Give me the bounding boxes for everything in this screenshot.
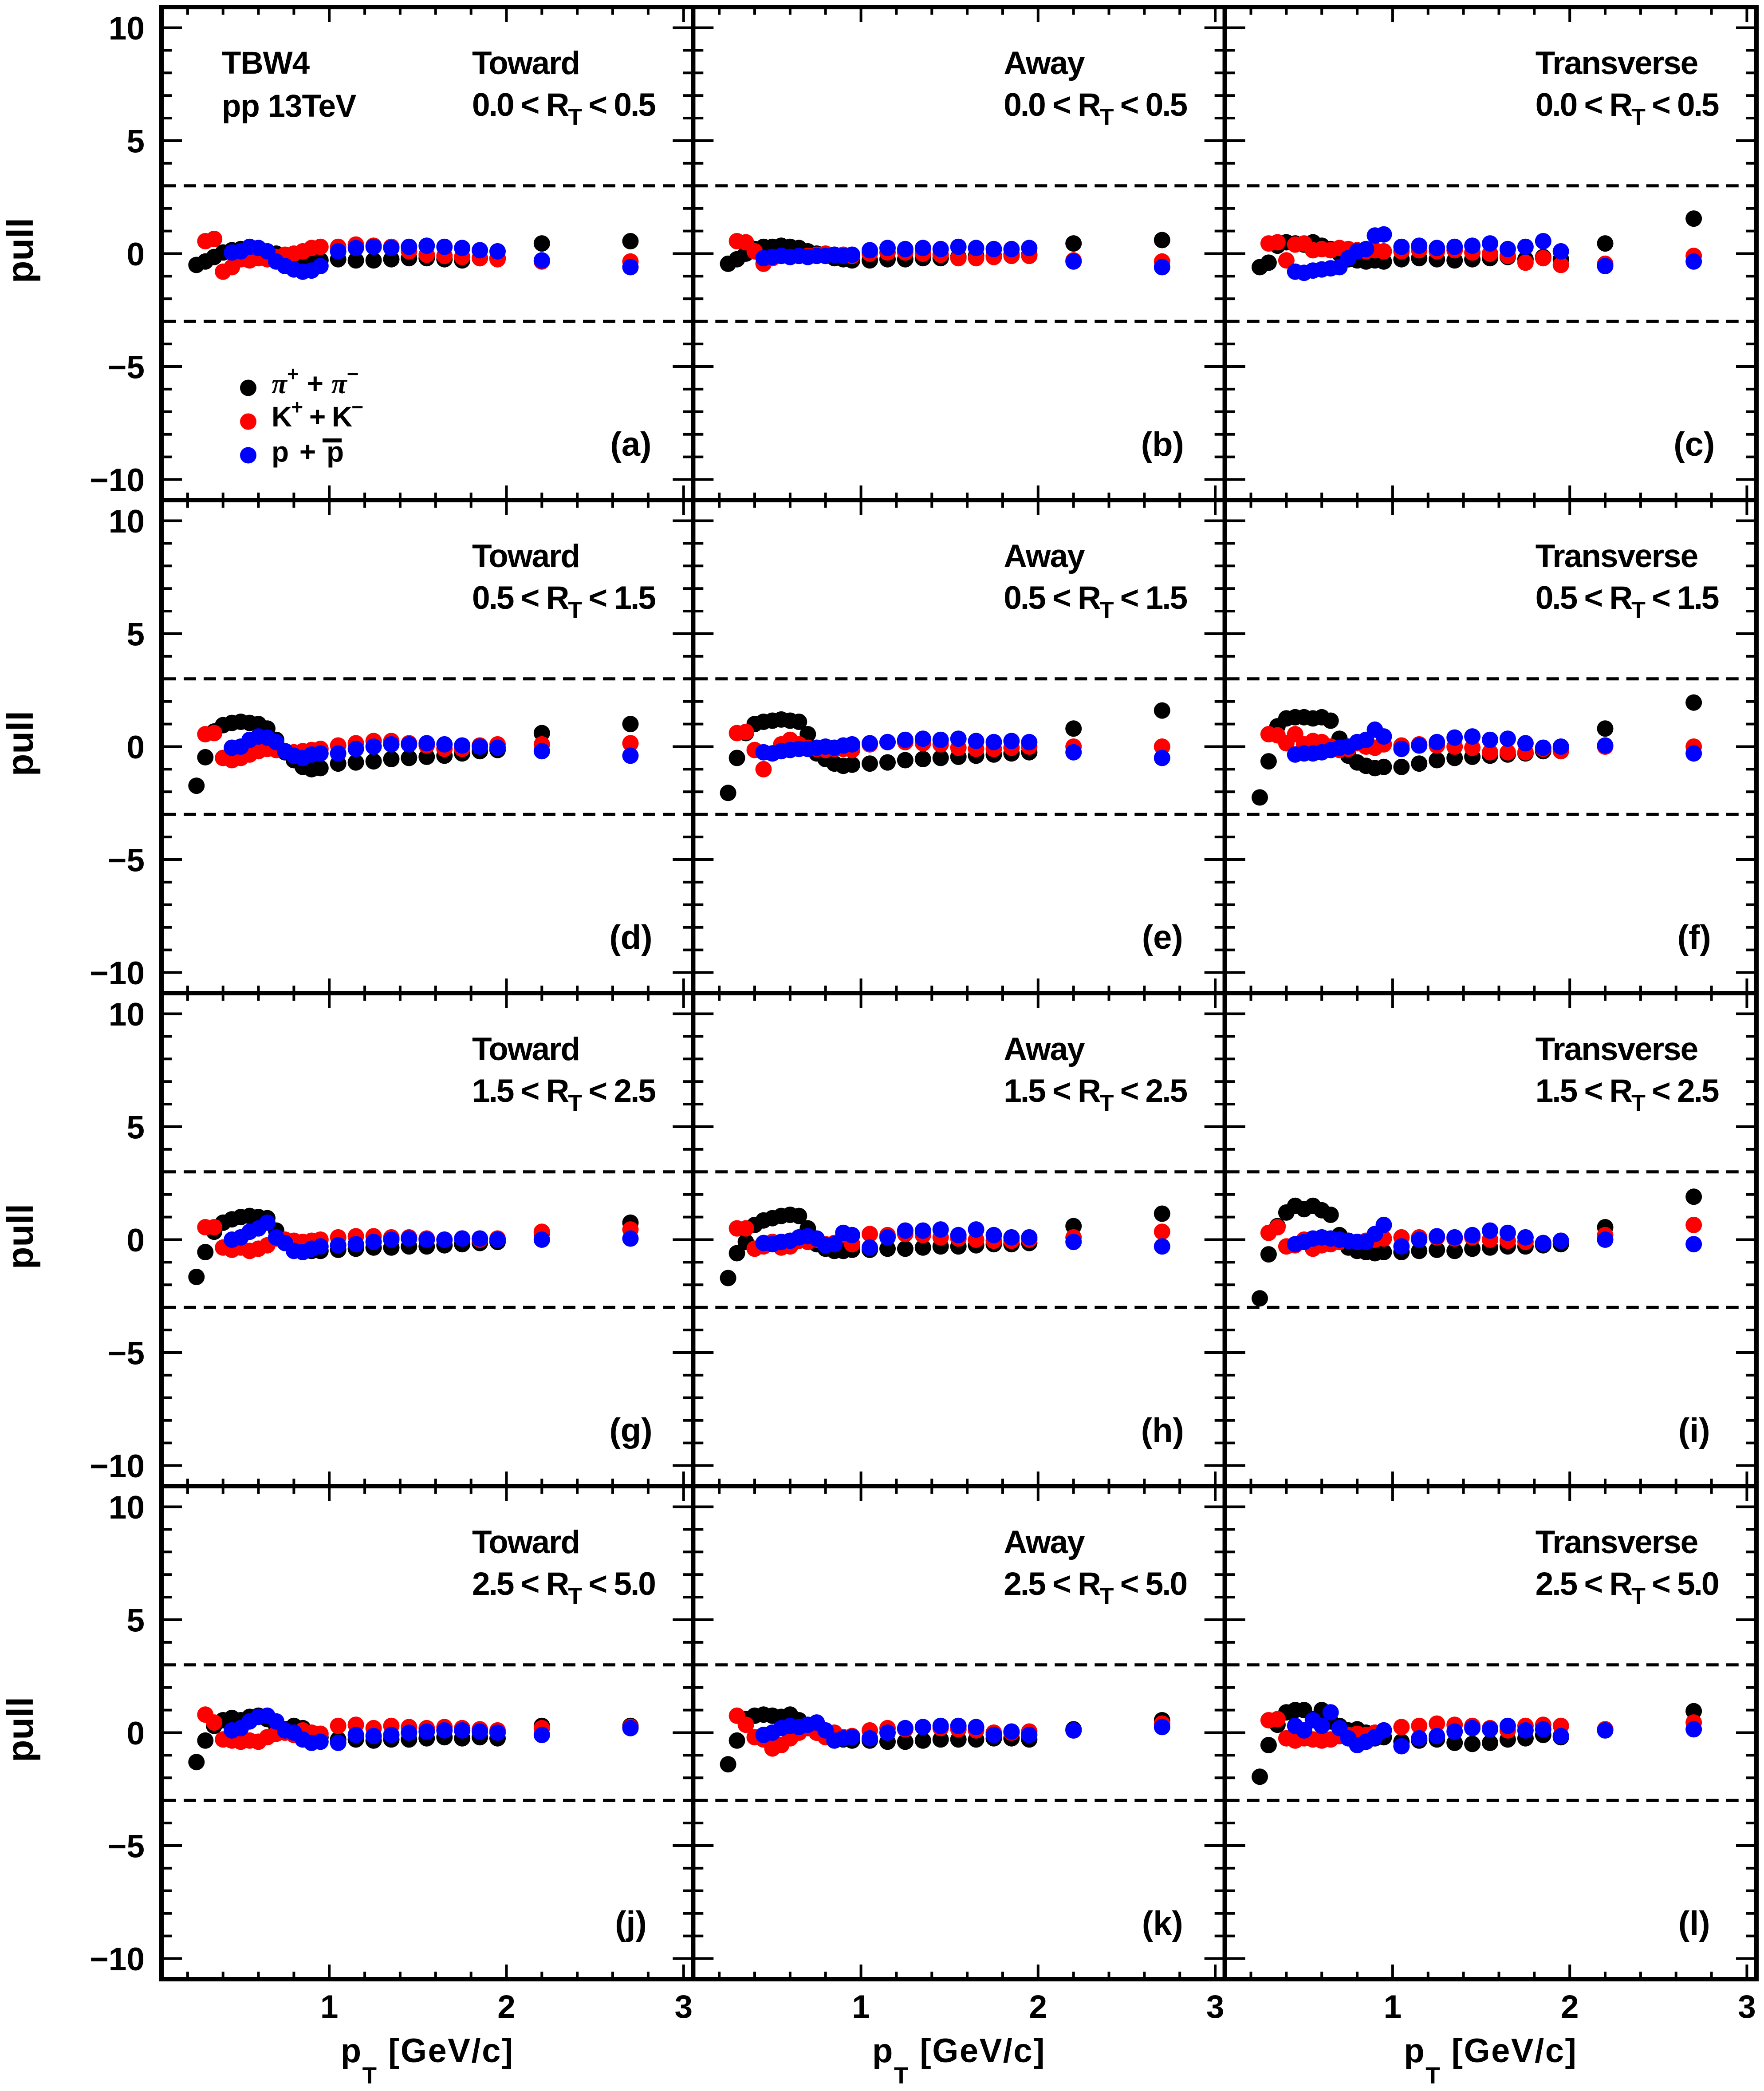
svg-text:3: 3 — [1738, 1989, 1756, 2025]
svg-text:0: 0 — [126, 1223, 145, 1259]
svg-text:(i): (i) — [1678, 1412, 1710, 1449]
svg-text:Away: Away — [1004, 538, 1085, 574]
svg-text:(a): (a) — [610, 426, 652, 463]
svg-text:pp 13TeV: pp 13TeV — [222, 89, 356, 124]
svg-text:Transverse: Transverse — [1536, 45, 1698, 81]
svg-text:−10: −10 — [90, 1941, 145, 1977]
svg-text:2.5 < RT < 5.0: 2.5 < RT < 5.0 — [1004, 1566, 1186, 1609]
svg-text:(d): (d) — [609, 919, 652, 956]
svg-text:0.0 < RT < 0.5: 0.0 < RT < 0.5 — [1004, 87, 1187, 130]
svg-text:3: 3 — [1206, 1989, 1225, 2025]
svg-text:5: 5 — [126, 1603, 145, 1639]
svg-text:(k): (k) — [1142, 1905, 1183, 1942]
svg-text:(f): (f) — [1677, 919, 1711, 956]
svg-text:5: 5 — [126, 617, 145, 653]
svg-text:π+ + π−: π+ + π− — [272, 362, 359, 399]
svg-text:−10: −10 — [90, 462, 145, 498]
svg-text:(g): (g) — [609, 1412, 652, 1449]
svg-text:−10: −10 — [90, 1448, 145, 1484]
svg-text:2: 2 — [1029, 1989, 1047, 2025]
svg-text:Toward: Toward — [472, 538, 579, 574]
svg-text:pull: pull — [0, 1204, 41, 1270]
svg-text:Toward: Toward — [472, 1031, 579, 1067]
svg-text:0: 0 — [126, 730, 145, 765]
svg-text:(j): (j) — [615, 1905, 647, 1942]
svg-text:(c): (c) — [1673, 426, 1715, 463]
svg-text:Toward: Toward — [472, 45, 579, 81]
svg-text:0.0 < RT < 0.5: 0.0 < RT < 0.5 — [1536, 87, 1719, 130]
svg-text:Away: Away — [1004, 45, 1085, 81]
svg-text:10: 10 — [109, 997, 145, 1033]
svg-text:1.5 < RT < 2.5: 1.5 < RT < 2.5 — [472, 1073, 655, 1116]
svg-text:10: 10 — [109, 11, 145, 47]
svg-text:2: 2 — [497, 1989, 516, 2025]
svg-text:(l): (l) — [1678, 1905, 1710, 1942]
svg-text:Transverse: Transverse — [1536, 1031, 1698, 1067]
svg-text:1: 1 — [1384, 1989, 1402, 2025]
svg-text:2: 2 — [1561, 1989, 1579, 2025]
svg-text:(b): (b) — [1141, 426, 1184, 463]
svg-text:5: 5 — [126, 1110, 145, 1146]
svg-text:10: 10 — [109, 1490, 145, 1526]
svg-text:pull: pull — [0, 1697, 41, 1763]
svg-text:−10: −10 — [90, 955, 145, 991]
svg-text:pull: pull — [0, 218, 41, 284]
svg-text:3: 3 — [674, 1989, 693, 2025]
svg-text:0.5 < RT < 1.5: 0.5 < RT < 1.5 — [1004, 580, 1187, 623]
svg-text:Toward: Toward — [472, 1524, 579, 1560]
svg-text:−5: −5 — [108, 843, 145, 879]
svg-text:Away: Away — [1004, 1031, 1085, 1067]
svg-text:(h): (h) — [1141, 1412, 1184, 1449]
svg-text:K+ + K−: K+ + K− — [272, 395, 362, 433]
svg-text:0.5 < RT < 1.5: 0.5 < RT < 1.5 — [472, 580, 655, 623]
svg-text:0: 0 — [126, 237, 145, 272]
svg-text:−5: −5 — [108, 1829, 145, 1865]
svg-text:−5: −5 — [108, 1336, 145, 1372]
svg-text:Away: Away — [1004, 1524, 1085, 1560]
svg-text:1.5 < RT < 2.5: 1.5 < RT < 2.5 — [1004, 1073, 1187, 1116]
svg-text:−5: −5 — [108, 350, 145, 386]
svg-text:2.5 < RT < 5.0: 2.5 < RT < 5.0 — [472, 1566, 655, 1609]
svg-text:TBW4: TBW4 — [222, 46, 310, 81]
svg-text:1: 1 — [852, 1989, 870, 2025]
svg-text:pull: pull — [0, 711, 41, 777]
svg-text:0.5 < RT < 1.5: 0.5 < RT < 1.5 — [1536, 580, 1719, 623]
svg-text:(e): (e) — [1142, 919, 1183, 956]
svg-text:1.5 < RT < 2.5: 1.5 < RT < 2.5 — [1536, 1073, 1719, 1116]
svg-text:1: 1 — [320, 1989, 339, 2025]
svg-text:Transverse: Transverse — [1536, 1524, 1698, 1560]
svg-text:10: 10 — [109, 504, 145, 540]
svg-text:2.5 < RT < 5.0: 2.5 < RT < 5.0 — [1536, 1566, 1718, 1609]
svg-text:0: 0 — [126, 1716, 145, 1752]
svg-text:Transverse: Transverse — [1536, 538, 1698, 574]
svg-text:5: 5 — [126, 124, 145, 160]
